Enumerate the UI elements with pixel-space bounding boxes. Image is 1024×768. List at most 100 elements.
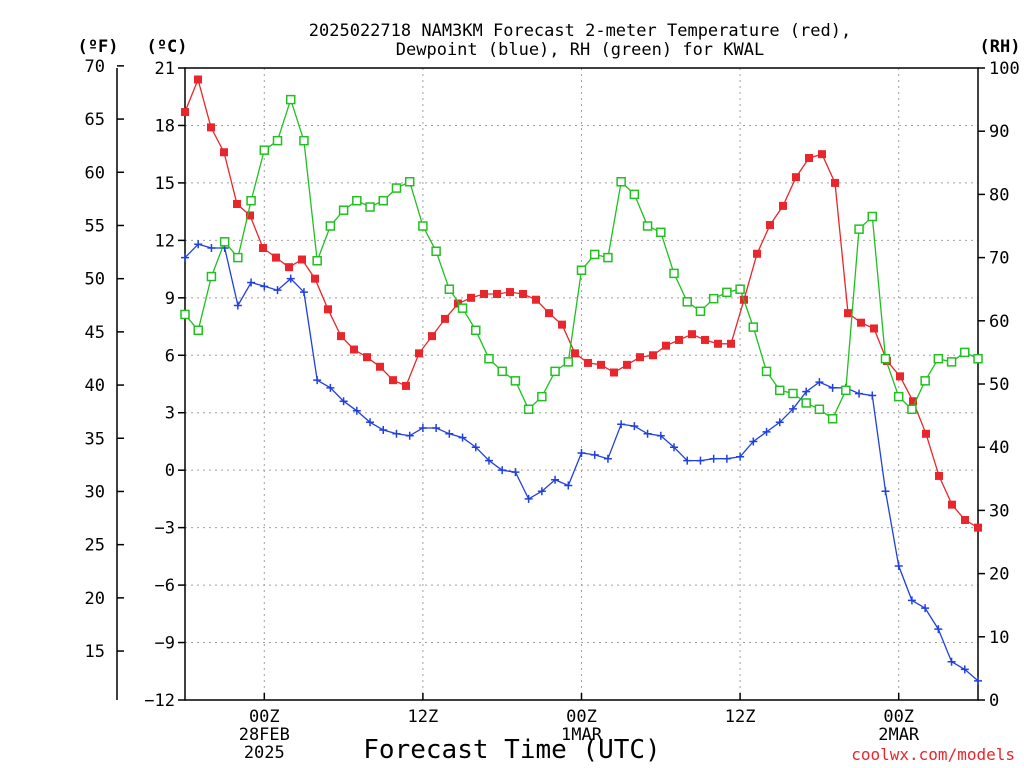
celsius-tick-label: −9 <box>155 634 175 654</box>
rh-point <box>920 376 930 386</box>
rh-point <box>352 195 362 206</box>
temperature-point <box>259 244 267 253</box>
dewpoint-point <box>749 437 758 446</box>
dewpoint-point <box>683 456 692 465</box>
temperature-point <box>415 349 423 358</box>
temperature-point <box>389 376 397 385</box>
x-axis-title: Forecast Time (UTC) <box>363 735 660 765</box>
rh-point <box>471 325 481 336</box>
celsius-tick-label: 21 <box>155 59 175 79</box>
rh-point <box>788 388 798 399</box>
dewpoint-point <box>498 466 507 475</box>
rh-tick-label: 10 <box>989 628 1009 648</box>
rh-point <box>444 284 455 294</box>
rh-tick-label: 0 <box>989 691 999 711</box>
dewpoint-point <box>339 397 348 406</box>
dewpoint-point <box>537 487 546 496</box>
temperature-point <box>545 309 553 318</box>
dewpoint-point <box>603 454 612 463</box>
rh-point <box>510 376 521 386</box>
fahrenheit-tick-label: 55 <box>85 216 105 236</box>
temperature-point <box>753 249 761 258</box>
temperature-point <box>506 288 514 297</box>
x-tick-label: 00Z <box>249 707 280 727</box>
credit-label: coolwx.com/models <box>851 745 1015 764</box>
rh-point <box>431 246 441 257</box>
rh-point <box>206 271 217 282</box>
rh-point <box>708 293 719 304</box>
temperature-point <box>350 345 358 354</box>
fahrenheit-tick-label: 65 <box>85 110 105 130</box>
rh-point <box>576 265 587 275</box>
dewpoint-point <box>445 429 454 438</box>
temperature-point <box>636 353 644 362</box>
temperature-point <box>792 173 800 182</box>
rh-point <box>960 347 970 358</box>
dewpoint-point <box>630 422 639 431</box>
celsius-tick-label: −3 <box>155 519 175 539</box>
temperature-point <box>428 332 436 341</box>
temperature-point <box>233 199 241 208</box>
celsius-unit-label: (ºC) <box>147 37 188 57</box>
rh-point <box>973 353 983 364</box>
temperature-point <box>363 353 371 362</box>
rh-point <box>616 177 626 187</box>
dewpoint-point <box>974 676 982 685</box>
fahrenheit-tick-label: 70 <box>85 57 105 77</box>
temperature-point <box>688 330 696 339</box>
temperature-point <box>207 123 215 132</box>
rh-point <box>893 391 904 402</box>
chart-title-line-2: Dewpoint (blue), RH (green) for KWAL <box>396 40 764 60</box>
fahrenheit-tick-label: 15 <box>85 642 105 662</box>
rh-point <box>259 145 270 155</box>
dewpoint-point <box>432 424 441 433</box>
chart-title-line-1: 2025022718 NAM3KM Forecast 2-meter Tempe… <box>309 21 851 41</box>
rh-point <box>418 221 428 231</box>
dewpoint-point <box>670 443 679 452</box>
fahrenheit-tick-label: 60 <box>85 163 105 183</box>
dewpoint-point <box>590 450 599 459</box>
temperature-point <box>870 324 878 333</box>
rh-point <box>907 404 917 415</box>
x-tick-label: 2025 <box>244 743 285 763</box>
temperature-point <box>246 211 254 220</box>
rh-point <box>589 249 600 260</box>
fahrenheit-unit-label: (ºF) <box>78 37 119 57</box>
x-tick-label: 00Z <box>566 707 597 727</box>
fahrenheit-tick-label: 45 <box>85 323 105 343</box>
temperature-point <box>805 154 813 163</box>
temperature-point <box>532 295 540 304</box>
temperature-point <box>376 362 384 371</box>
rh-point <box>219 237 230 247</box>
dewpoint-point <box>352 406 361 415</box>
dewpoint-point <box>934 625 943 634</box>
temperature-point <box>857 318 865 327</box>
dewpoint-point <box>194 240 203 249</box>
dewpoint-point <box>247 278 256 287</box>
dewpoint-point <box>802 387 811 396</box>
temperature-point <box>324 305 332 314</box>
rh-point <box>695 306 706 317</box>
temperature-point <box>480 289 488 298</box>
dewpoint-point <box>379 425 388 434</box>
rh-point <box>312 256 322 266</box>
fahrenheit-tick-label: 35 <box>85 429 105 449</box>
dewpoint-point <box>868 391 877 400</box>
rh-point <box>338 205 349 215</box>
dewpoint-point <box>947 657 956 666</box>
dewpoint-point <box>762 427 771 436</box>
fahrenheit-tick-label: 20 <box>85 589 105 609</box>
grid-lines <box>185 68 978 700</box>
fahrenheit-tick-label: 30 <box>85 482 105 502</box>
rh-point <box>682 297 692 307</box>
dewpoint-point <box>788 404 797 413</box>
dewpoint-point <box>577 448 586 457</box>
fahrenheit-tick-label: 50 <box>85 270 105 290</box>
temperature-point <box>220 148 228 157</box>
dewpoint-point <box>273 286 282 295</box>
dewpoint-point <box>286 274 295 283</box>
rh-tick-label: 90 <box>989 122 1009 142</box>
rh-point <box>484 353 494 364</box>
x-tick-label: 12Z <box>408 707 439 727</box>
fahrenheit-tick-label: 25 <box>85 536 105 556</box>
